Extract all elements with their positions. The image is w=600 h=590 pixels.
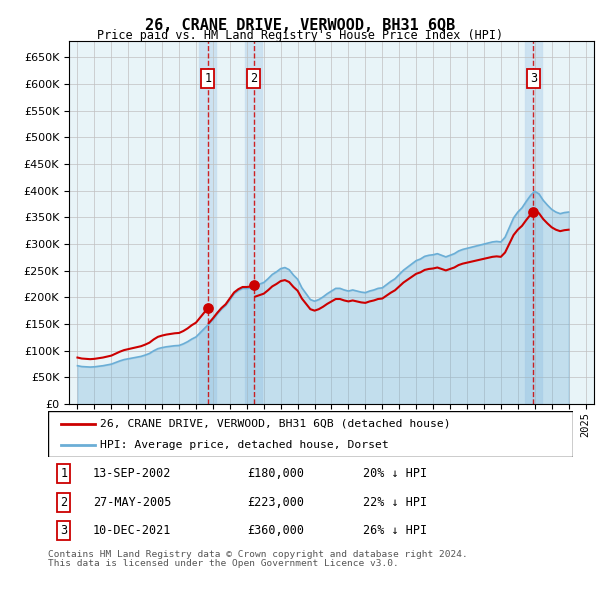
- Bar: [245, 41, 262, 404]
- Text: Contains HM Land Registry data © Crown copyright and database right 2024.: Contains HM Land Registry data © Crown c…: [48, 550, 468, 559]
- Text: 20% ↓ HPI: 20% ↓ HPI: [363, 467, 427, 480]
- Text: £223,000: £223,000: [248, 496, 305, 509]
- Text: 3: 3: [530, 72, 537, 85]
- FancyBboxPatch shape: [48, 411, 573, 457]
- Point: [529, 207, 538, 217]
- Text: 1: 1: [60, 467, 67, 480]
- Text: Price paid vs. HM Land Registry's House Price Index (HPI): Price paid vs. HM Land Registry's House …: [97, 30, 503, 42]
- Point: [249, 280, 259, 290]
- Text: 26% ↓ HPI: 26% ↓ HPI: [363, 525, 427, 537]
- Text: This data is licensed under the Open Government Licence v3.0.: This data is licensed under the Open Gov…: [48, 559, 399, 568]
- Text: 2: 2: [250, 72, 257, 85]
- Text: £360,000: £360,000: [248, 525, 305, 537]
- Text: 10-DEC-2021: 10-DEC-2021: [92, 525, 171, 537]
- Text: 1: 1: [205, 72, 211, 85]
- Text: 22% ↓ HPI: 22% ↓ HPI: [363, 496, 427, 509]
- Text: 3: 3: [60, 525, 67, 537]
- Text: HPI: Average price, detached house, Dorset: HPI: Average price, detached house, Dors…: [101, 440, 389, 450]
- Text: £180,000: £180,000: [248, 467, 305, 480]
- Text: 13-SEP-2002: 13-SEP-2002: [92, 467, 171, 480]
- Text: 2: 2: [60, 496, 67, 509]
- Point: [203, 303, 212, 313]
- Text: 26, CRANE DRIVE, VERWOOD, BH31 6QB: 26, CRANE DRIVE, VERWOOD, BH31 6QB: [145, 18, 455, 32]
- Text: 27-MAY-2005: 27-MAY-2005: [92, 496, 171, 509]
- Bar: [525, 41, 542, 404]
- Text: 26, CRANE DRIVE, VERWOOD, BH31 6QB (detached house): 26, CRANE DRIVE, VERWOOD, BH31 6QB (deta…: [101, 419, 451, 429]
- Bar: [199, 41, 217, 404]
